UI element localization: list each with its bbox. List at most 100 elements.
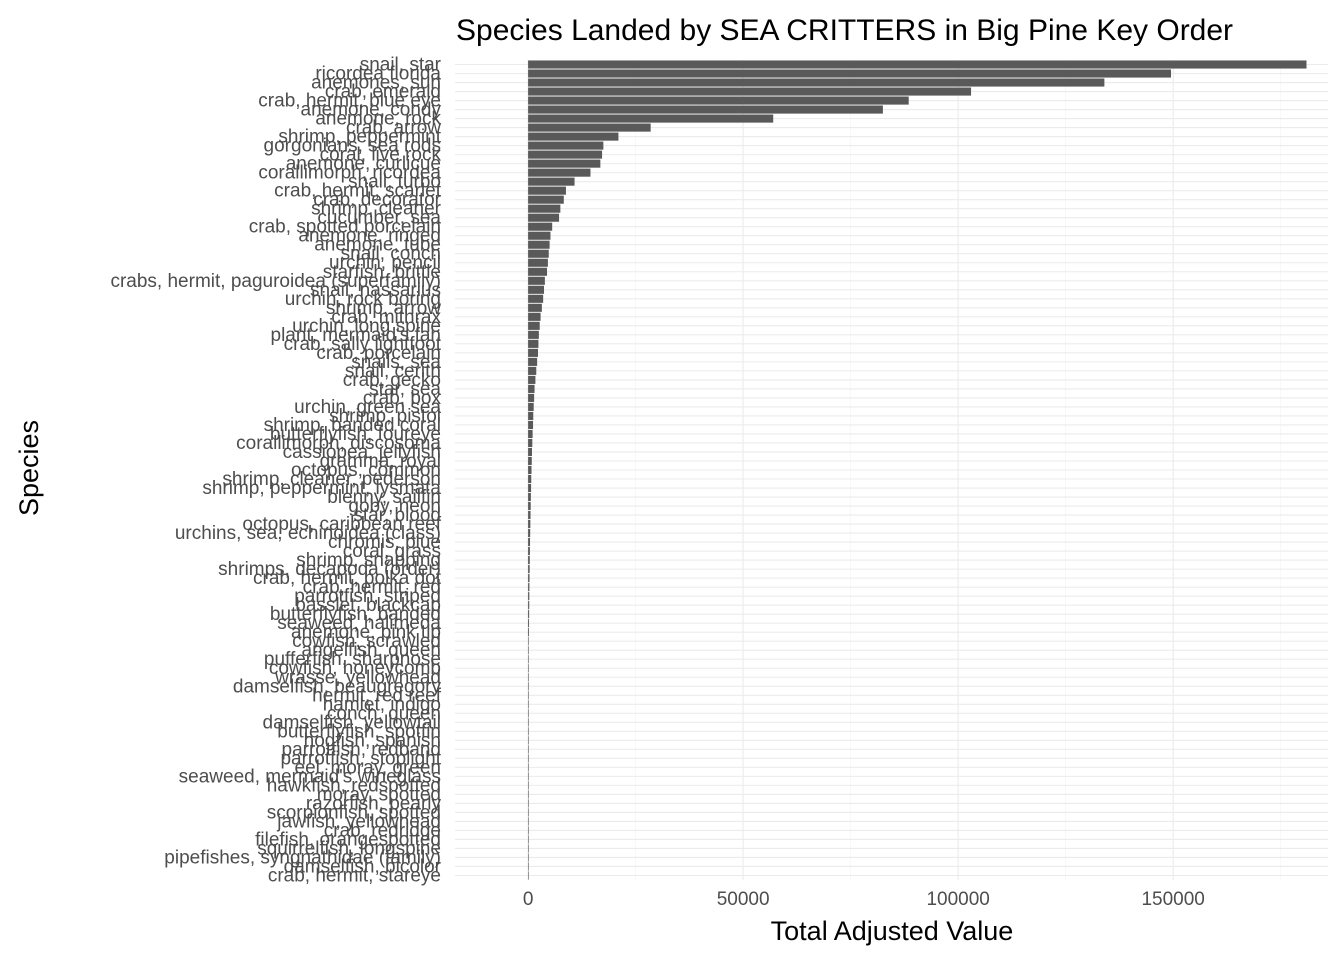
y-tick-label: ricordea florida [315, 64, 441, 85]
bar [528, 78, 1105, 87]
y-tick-label: angelfish, queen [302, 640, 441, 661]
y-tick-label: crab, hermit, polka dot [253, 568, 442, 589]
bar [528, 520, 531, 529]
y-tick-label: snail, cerith [345, 361, 441, 382]
bar [528, 844, 529, 853]
bar [528, 366, 537, 375]
bar [528, 511, 531, 520]
grid-lines [455, 60, 1328, 880]
y-tick-label: shrimp, cleaner [311, 199, 442, 220]
y-tick-label: shrimp, banded coral [264, 415, 441, 436]
bar [528, 853, 529, 862]
y-tick-label: shrimp, peppermint [278, 127, 441, 148]
bar [528, 601, 530, 610]
bar [528, 384, 535, 393]
x-axis-title: Total Adjusted Value [771, 916, 1014, 946]
y-tick-label: damselfish, beaugregory [233, 676, 442, 697]
y-tick-label: butterflyfish, banded [270, 604, 441, 625]
bar [528, 222, 553, 231]
y-axis-title: Species [14, 420, 44, 516]
bar [528, 168, 591, 177]
bar [528, 736, 529, 745]
y-tick-label: star, blood [353, 505, 441, 526]
y-tick-label: anemone, ringed [298, 226, 441, 247]
y-tick-label: gramma, royal [320, 451, 441, 472]
bar [528, 195, 564, 204]
bar [528, 312, 541, 321]
y-tick-label: jawfish, yellowhead [276, 811, 441, 832]
bar [528, 141, 604, 150]
y-tick-label: crabs, hermit, paguroidea (superfamily) [110, 271, 441, 292]
bar [528, 529, 531, 538]
y-tick-label: plant, mermaid's fan [271, 325, 441, 346]
bar [528, 673, 529, 682]
bar [528, 772, 529, 781]
bar [528, 420, 534, 429]
bar [528, 826, 529, 835]
bar [528, 339, 539, 348]
bar [528, 754, 529, 763]
y-tick-label: blenny, sailfin [327, 487, 441, 508]
y-tick-label: shrimp, peppermint, lysmata [202, 478, 441, 499]
bar [528, 393, 535, 402]
bar [528, 429, 533, 439]
y-tick-label: gorgonians, sea rods [264, 136, 441, 157]
bar [528, 240, 550, 249]
y-tick-label: razorfish, pearly [306, 793, 442, 814]
bars [528, 60, 1307, 880]
bar [528, 303, 542, 312]
bar [528, 474, 532, 484]
bar [528, 258, 548, 267]
bar [528, 447, 532, 457]
bar [528, 186, 566, 195]
bar [528, 763, 529, 772]
y-tick-label: coral, grass [343, 541, 441, 562]
bar [528, 835, 529, 844]
bar [528, 862, 529, 871]
y-tick-label: corallimorph, discosoma [236, 433, 441, 454]
y-tick-label: chromis, blue [328, 532, 441, 553]
y-tick-label: squirrelfish, longspine [257, 838, 441, 859]
y-tick-label: shrimp, arrow [326, 298, 441, 319]
y-tick-label: crab, hermit, red [303, 577, 441, 598]
y-tick-label: shrimp, cleaner, pederson [222, 469, 441, 490]
y-tick-label: urchins, sea, echinoidea (class) [175, 523, 441, 544]
bar [528, 60, 1307, 69]
x-axis-tick-labels: 0 50000 100000 150000 [523, 889, 1205, 910]
y-tick-label: shrimps, decapoda (order) [218, 559, 441, 580]
y-tick-label: crab, hermit, stareye [268, 865, 441, 886]
y-tick-label: scorpionfish, spotted [267, 802, 441, 823]
y-tick-label: crab, sally lightfoot [284, 334, 442, 355]
bar [528, 132, 619, 141]
y-tick-label: crab, hermit, scarlet [274, 181, 442, 202]
bar [528, 655, 529, 664]
bar [528, 150, 603, 159]
bar [528, 267, 548, 276]
bar [528, 637, 529, 646]
y-tick-label: anemones, sun [311, 73, 441, 94]
x-tick-label: 0 [523, 889, 534, 910]
bar [528, 871, 529, 880]
y-tick-label: crab, emerald [325, 82, 441, 103]
bar [528, 709, 529, 718]
y-tick-label: snail, conch [341, 244, 441, 265]
y-tick-label: crab, porcelain [316, 343, 441, 364]
y-tick-label: crab, gecko [343, 370, 441, 391]
y-tick-label: anemone, tube [314, 235, 441, 256]
bar [528, 790, 529, 799]
bar [528, 231, 551, 240]
y-tick-label: basslet, blackcap [295, 595, 441, 616]
y-tick-label: damselfish, yellowtail [263, 712, 441, 733]
y-tick-label: goby, neon [348, 496, 441, 517]
x-tick-label: 150000 [1141, 889, 1204, 910]
bar [528, 610, 530, 619]
bar [528, 357, 538, 366]
y-tick-label: anemone, condy [301, 100, 442, 121]
bar [528, 213, 560, 222]
y-tick-label: conch, queen [327, 703, 441, 724]
y-tick-label: butterflyfish, foureye [270, 424, 441, 445]
bar [528, 321, 540, 330]
y-tick-label: damselfish, bicolor [284, 856, 442, 877]
y-tick-label: urchin, pencil [329, 253, 441, 274]
